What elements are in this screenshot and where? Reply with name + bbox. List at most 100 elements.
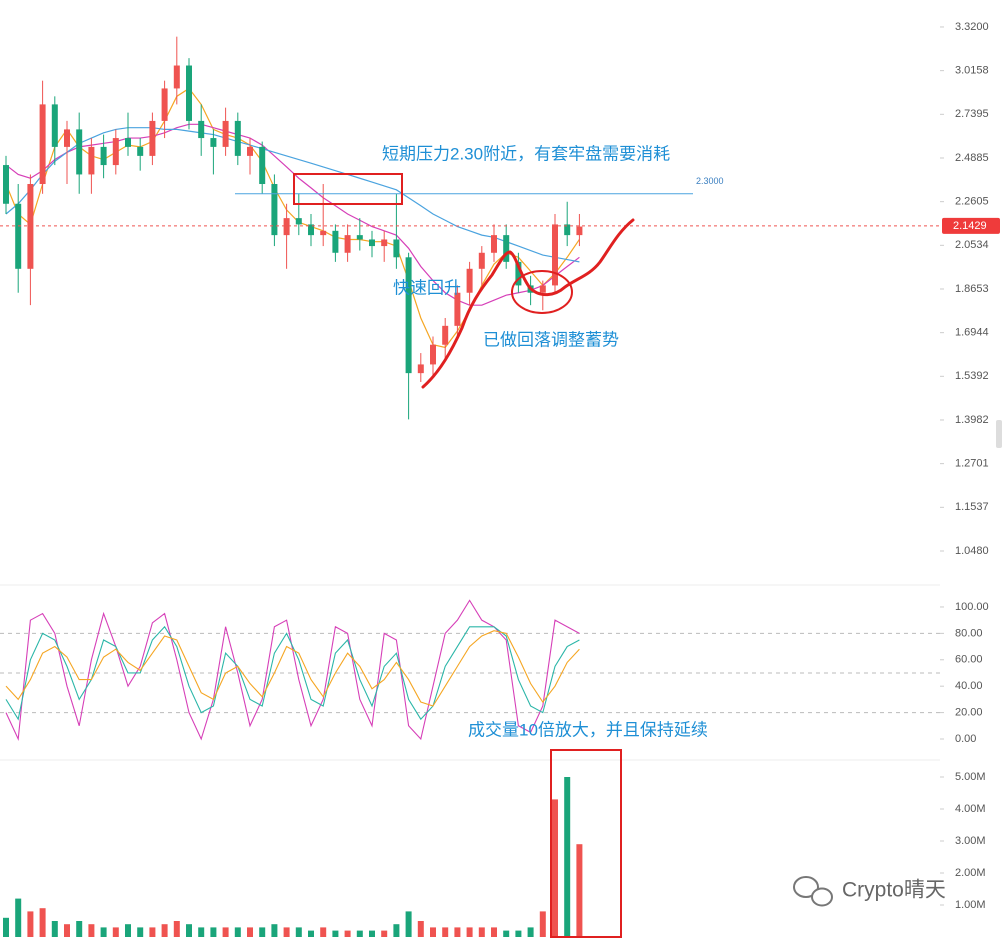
candle-body	[283, 218, 290, 236]
volume-bar	[15, 898, 22, 937]
candle-body	[552, 224, 558, 286]
volume-bar	[466, 927, 473, 937]
candle-body	[381, 239, 388, 247]
candle-body	[161, 88, 168, 121]
candle-body	[564, 224, 571, 236]
volume-bar	[564, 777, 571, 937]
volume-bar	[137, 927, 144, 937]
watermark-icon	[793, 876, 833, 907]
y-tick-label: 80.00	[955, 627, 983, 639]
volume-bar	[381, 930, 388, 937]
volume-bar	[454, 927, 461, 937]
price-label: 2.1429	[953, 220, 987, 232]
volume-bar	[51, 921, 58, 937]
volume-bar	[271, 924, 278, 937]
candle-body	[539, 285, 546, 293]
candle-body	[149, 120, 156, 156]
volume-bar	[478, 927, 485, 937]
candle-body	[405, 257, 412, 374]
candle-body	[491, 235, 497, 253]
y-tick-label: 1.5392	[955, 370, 989, 382]
y-tick-label: 0.00	[955, 733, 976, 745]
volume-box	[550, 749, 622, 938]
volume-bar	[149, 927, 156, 937]
candle-body	[247, 146, 253, 156]
collapse-handle[interactable]	[996, 420, 1002, 448]
volume-bar	[503, 930, 510, 937]
volume-bar	[173, 921, 180, 937]
volume-bar	[161, 924, 168, 937]
y-tick-label: 1.0480	[955, 545, 989, 557]
y-tick-label: 1.1537	[955, 501, 989, 513]
resistance-label: 2.3000	[696, 176, 724, 186]
volume-bar	[539, 911, 546, 937]
candle-body	[64, 129, 70, 147]
volume-bar	[552, 799, 558, 937]
volume-bar	[112, 927, 119, 937]
candle-body	[51, 104, 58, 147]
y-tick-label: 2.00M	[955, 867, 986, 879]
volume-bar	[430, 927, 436, 937]
volume-bar	[491, 927, 497, 937]
y-tick-label: 100.00	[955, 601, 989, 613]
candle-body	[356, 235, 363, 240]
volume-bar	[332, 930, 339, 937]
candle-body	[100, 146, 107, 166]
y-tick-label: 1.6944	[955, 327, 989, 339]
candle-body	[39, 104, 46, 185]
candle-body	[271, 184, 278, 236]
candle-body	[393, 239, 400, 258]
volume-bar	[210, 927, 217, 937]
candle-body	[576, 226, 583, 236]
volume-bar	[369, 930, 375, 937]
volume-bar	[259, 927, 266, 937]
candle-body	[222, 120, 229, 147]
candle-body	[478, 252, 485, 269]
candle-body	[515, 261, 522, 286]
volume-bar	[88, 924, 95, 937]
candle-body	[259, 146, 266, 185]
y-tick-label: 5.00M	[955, 771, 986, 783]
candle-body	[295, 218, 302, 225]
candle-body	[173, 65, 180, 89]
line-series	[5, 127, 580, 263]
resistance-box	[293, 173, 403, 205]
volume-bar	[27, 911, 34, 937]
volume-bar	[308, 930, 314, 937]
candle-body	[454, 292, 461, 326]
candle-body	[466, 268, 473, 293]
candle-body	[417, 364, 424, 374]
y-tick-label: 3.3200	[955, 21, 989, 33]
y-tick-label: 2.2605	[955, 196, 989, 208]
candle-body	[112, 138, 119, 166]
candle-body	[503, 235, 510, 262]
volume-bar	[3, 917, 9, 937]
price-tag	[942, 217, 1000, 234]
volume-bar	[344, 930, 351, 937]
candle-body	[369, 239, 375, 247]
line-series	[5, 625, 580, 721]
volume-bar	[222, 927, 229, 937]
pullback-circle	[511, 270, 573, 314]
volume-bar	[39, 908, 46, 937]
volume-bar	[417, 921, 424, 937]
y-tick-label: 1.3982	[955, 414, 989, 426]
candle-body	[88, 146, 95, 175]
candle-body	[15, 203, 22, 269]
volume-bar	[320, 927, 327, 937]
volume-bar	[527, 927, 534, 937]
volume-bar	[442, 927, 449, 937]
volume-bar	[576, 844, 583, 937]
annotation: 快速回升	[393, 278, 461, 297]
y-tick-label: 40.00	[955, 680, 983, 692]
candle-body	[442, 325, 449, 345]
y-tick-label: 3.0158	[955, 65, 989, 77]
candle-body	[186, 65, 192, 121]
y-tick-label: 1.00M	[955, 899, 986, 911]
volume-bar	[393, 924, 400, 937]
plot-layer: 3.3200 3.0158 2.7395 2.4885 2.2605 2.0534 1.86…	[0, 21, 1000, 937]
y-tick-label: 1.2701	[955, 458, 989, 470]
line-series	[5, 123, 580, 306]
y-tick-label: 3.00M	[955, 835, 986, 847]
